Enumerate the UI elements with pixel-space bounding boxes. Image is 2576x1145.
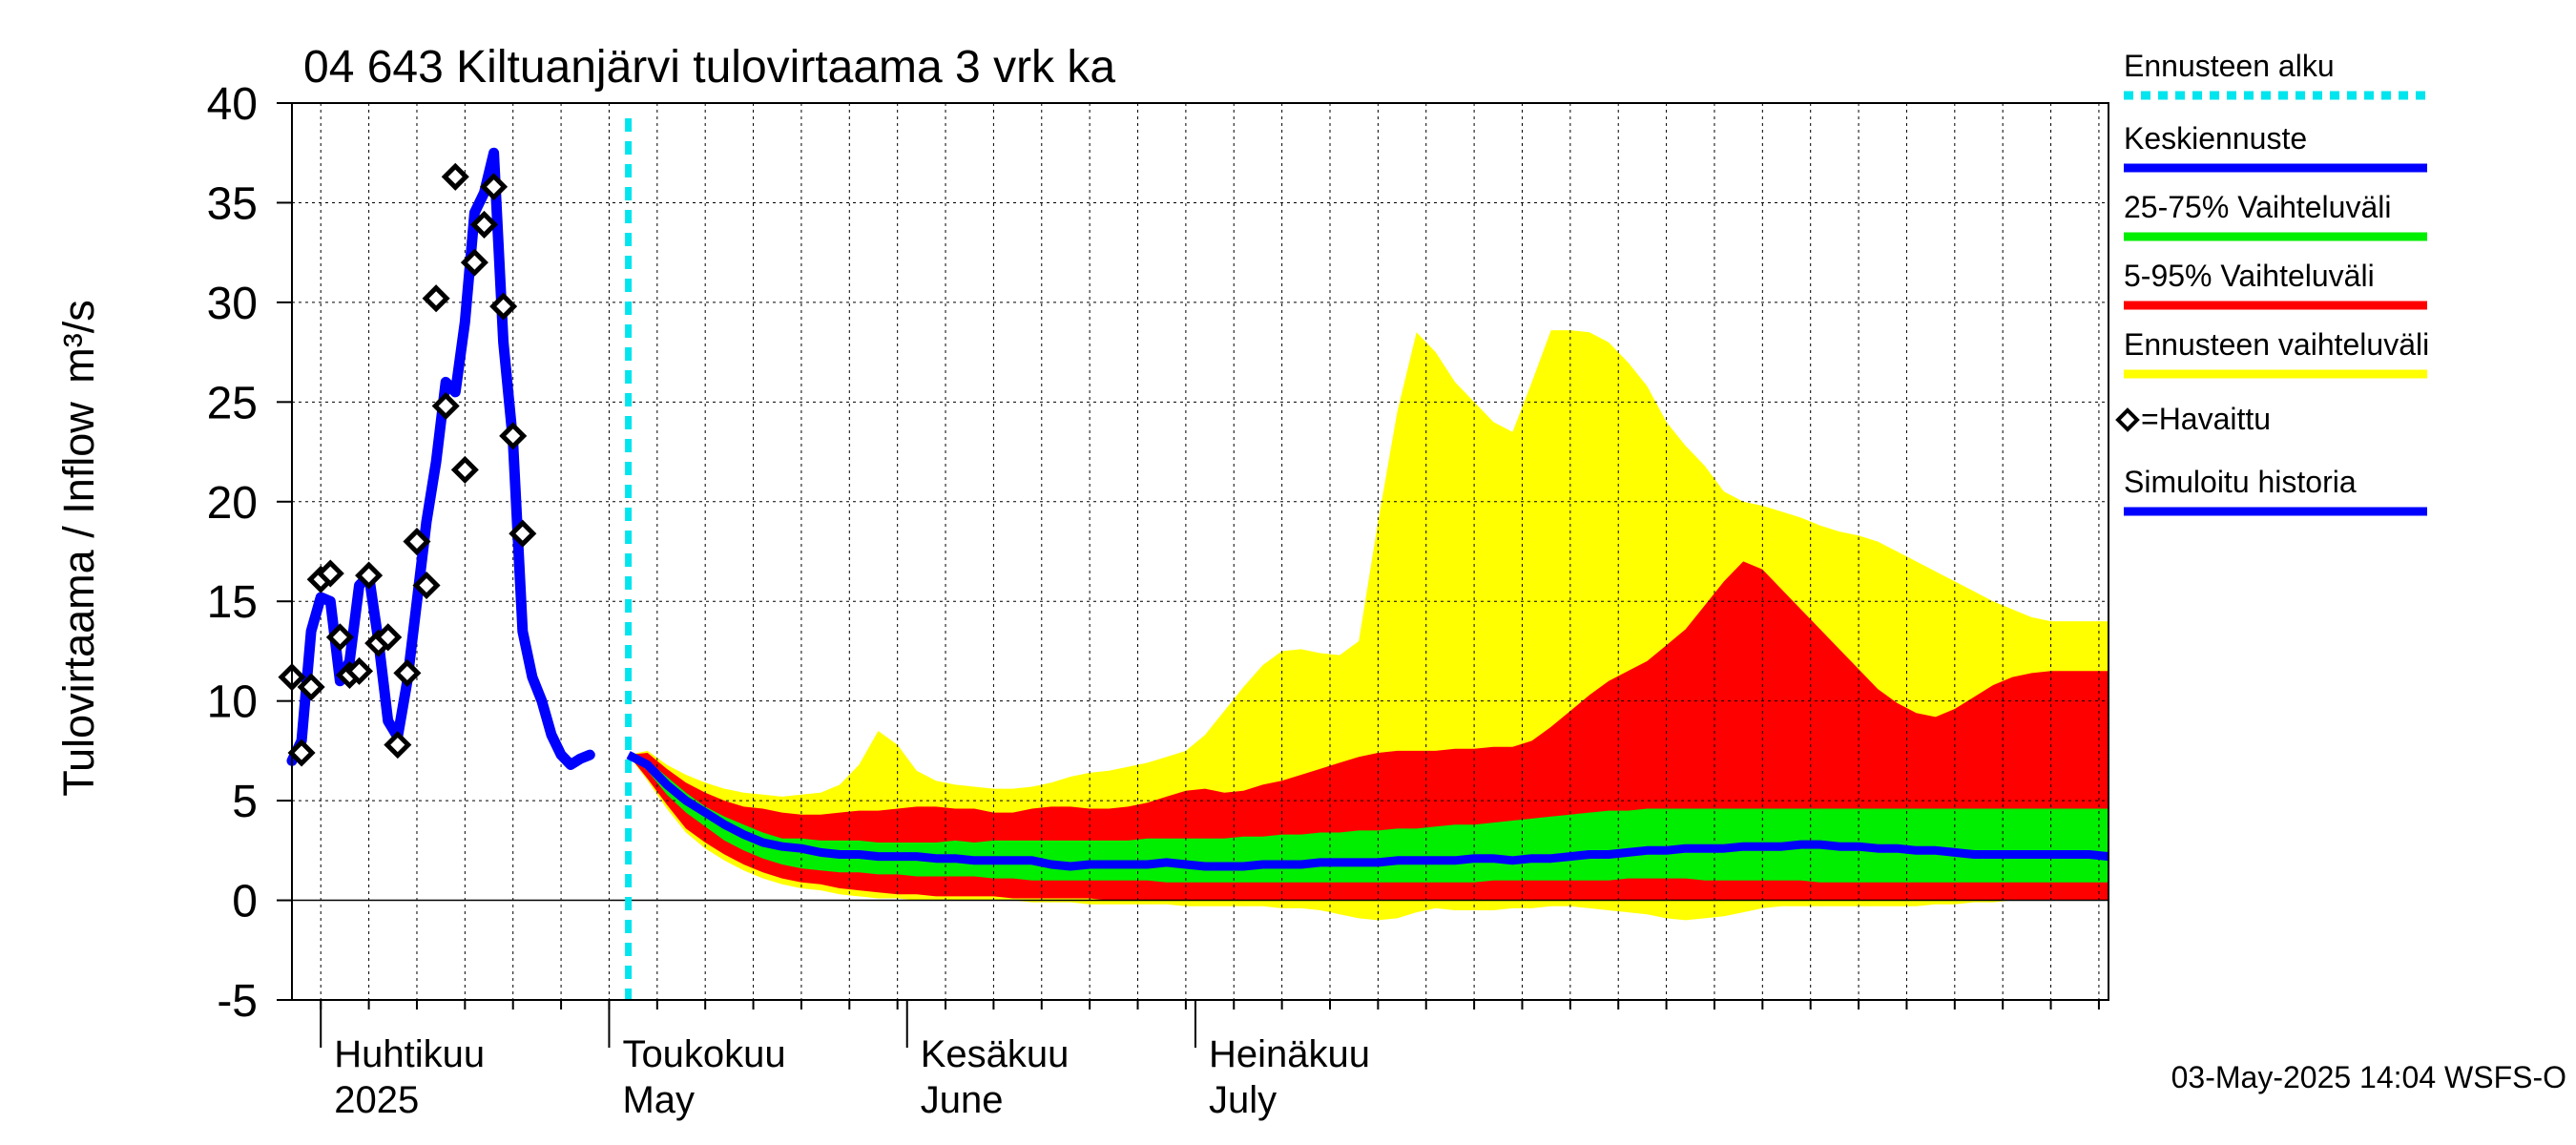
timestamp: 03-May-2025 14:04 WSFS-O: [2171, 1060, 2566, 1094]
observed-points: [278, 162, 537, 767]
month-label-en: May: [622, 1079, 695, 1121]
legend-label: Keskiennuste: [2124, 121, 2307, 156]
legend-label: Ennusteen alku: [2124, 49, 2335, 83]
gridlines: [292, 103, 2109, 1000]
legend-label: =Havaittu: [2141, 402, 2271, 436]
legend: Ennusteen alku Keskiennuste 25-75% Vaihtel…: [2115, 49, 2429, 516]
y-axis: -5 0 5 10 15 20 25 30 35 40: [207, 79, 292, 1027]
month-label-fi: Toukokuu: [622, 1033, 785, 1075]
y-tick-label: 40: [207, 79, 258, 130]
plot-frame: [291, 102, 2109, 1001]
observed-point: [384, 731, 412, 760]
observed-point: [325, 623, 354, 652]
observed-point: [489, 292, 518, 321]
y-tick-label: 10: [207, 677, 258, 728]
observed-point: [412, 571, 441, 600]
observed-point: [287, 739, 316, 767]
observed-point: [344, 656, 374, 685]
legend-observed-marker: [2115, 407, 2140, 432]
observed-point: [316, 559, 344, 588]
observed-point: [374, 623, 403, 652]
legend-label: 25-75% Vaihteluväli: [2124, 190, 2391, 224]
month-label-fi: Kesäkuu: [921, 1033, 1070, 1075]
observed-point: [469, 210, 499, 239]
observed-point: [441, 162, 469, 191]
observed-point: [431, 391, 460, 421]
legend-label: Ennusteen vaihteluväli: [2124, 327, 2429, 362]
y-tick-label: 20: [207, 478, 258, 529]
observed-point: [393, 658, 422, 687]
median-forecast-line: [626, 751, 2109, 871]
observed-point: [460, 248, 488, 277]
chart-title: 04 643 Kiltuanjärvi tulovirtaama 3 vrk k…: [303, 42, 1115, 93]
y-axis-unit: m³/s: [54, 300, 103, 383]
y-tick-label: 35: [207, 178, 258, 229]
legend-label: 5-95% Vaihteluväli: [2124, 259, 2375, 293]
month-label-en: July: [1209, 1079, 1277, 1121]
observed-point: [480, 173, 509, 201]
month-label-en: June: [921, 1079, 1004, 1121]
observed-point: [297, 673, 325, 701]
month-label-en: 2025: [334, 1079, 419, 1121]
y-tick-label: 30: [207, 279, 258, 329]
observed-point: [422, 284, 450, 313]
observed-point: [509, 519, 537, 548]
y-tick-label: 25: [207, 378, 258, 428]
observed-point: [450, 455, 479, 484]
legend-label: Simuloitu historia: [2124, 465, 2357, 499]
y-tick-label: 5: [232, 777, 258, 827]
y-tick-label: -5: [217, 976, 258, 1027]
month-label-fi: Heinäkuu: [1209, 1033, 1370, 1075]
y-tick-label: 15: [207, 577, 258, 628]
month-label-fi: Huhtikuu: [334, 1033, 485, 1075]
observed-point: [355, 561, 384, 590]
y-axis-label: Tulovirtaama / Inflow: [54, 402, 103, 797]
observed-point: [403, 528, 431, 556]
observed-point: [499, 422, 528, 450]
y-tick-label: 0: [232, 877, 258, 927]
